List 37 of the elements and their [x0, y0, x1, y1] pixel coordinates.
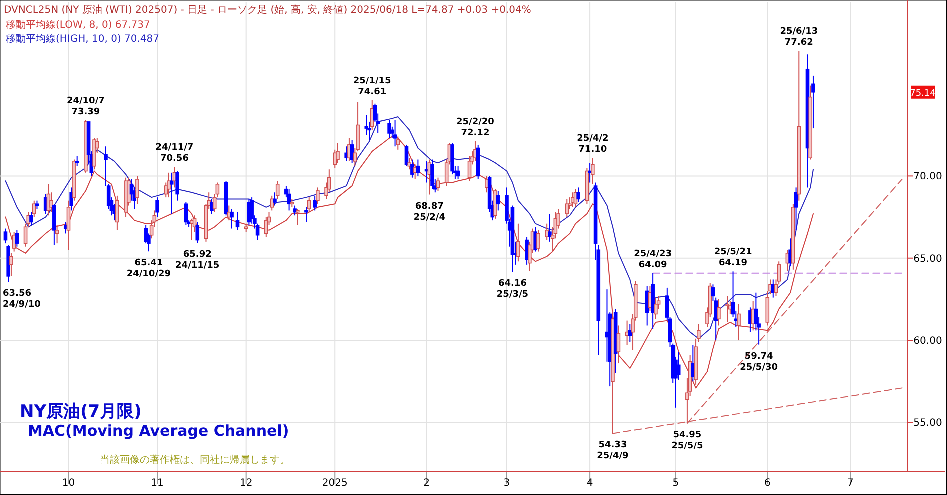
- point-label: 25/4/23 64.09: [634, 249, 672, 270]
- point-label: 25/6/13 77.62: [780, 26, 818, 48]
- annotation: 当該画像の著作権は、同社に帰属します。: [100, 454, 290, 466]
- point-label: 59.74 25/5/30: [740, 352, 778, 373]
- x-tick-label: 4: [586, 478, 594, 489]
- last-price: 75.14: [910, 86, 936, 99]
- point-label: 63.56 24/9/10: [3, 289, 41, 310]
- point-label: 64.16 25/3/5: [496, 279, 529, 300]
- point-label: 68.87 25/2/4: [414, 202, 446, 223]
- x-tick-label: 7: [848, 478, 854, 489]
- annotation: MAC(Moving Average Channel): [28, 422, 290, 440]
- point-label: 65.41 24/10/29: [126, 258, 172, 280]
- point-label: 25/5/21 64.19: [714, 248, 752, 269]
- x-tick-label: 2025: [322, 478, 348, 489]
- x-tick-label: 5: [672, 478, 680, 489]
- x-tick-label: 3: [504, 478, 510, 489]
- text: 移動平均線(HIGH, 10, 0) 70.487: [6, 33, 160, 45]
- x-tick-label: 12: [240, 478, 253, 489]
- x-tick-label: 10: [62, 478, 76, 489]
- x-tick-label: 2: [424, 478, 430, 489]
- y-tick-label: 70.00: [914, 172, 942, 183]
- y-tick-label: 60.00: [914, 336, 942, 348]
- y-tick-label: 55.00: [914, 418, 942, 430]
- point-label: 25/2/20 72.12: [456, 117, 494, 138]
- point-label: 24/10/7 73.39: [66, 96, 105, 118]
- chart-title: DVNCL25N (NY 原油 (WTI) 202507) - 日足 - ローソク足 (始, 高, 安, 終値) 2025/06/18 L=74.87 +0.03 +0.04%: [4, 4, 532, 16]
- point-label: 25/4/2 71.10: [577, 134, 609, 156]
- text: NY原油(7月限): [20, 402, 142, 422]
- point-label: 24/11/7 70.56: [156, 143, 194, 164]
- x-tick-label: 11: [151, 478, 164, 489]
- y-tick-label: 65.00: [914, 254, 942, 265]
- point-label: 65.92 24/11/15: [176, 250, 220, 272]
- point-label: 25/1/15 74.61: [353, 76, 392, 98]
- text: 移動平均線(LOW, 8, 0) 67.737: [6, 19, 150, 31]
- point-label: 54.33 25/4/9: [597, 440, 629, 462]
- point-label: 54.95 25/5/5: [672, 430, 704, 452]
- x-tick-label: 6: [764, 478, 771, 489]
